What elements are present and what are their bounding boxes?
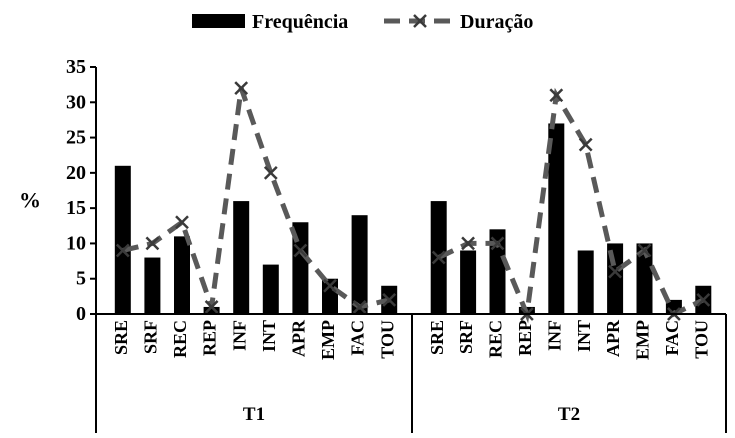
- marker-duracao-t1-apr: [293, 243, 308, 258]
- category-label-t2-inf: INF: [544, 320, 564, 351]
- legend-label-duracao: Duração: [460, 11, 533, 33]
- y-tick-label-5: 5: [76, 268, 86, 290]
- y-tick-label-0: 0: [76, 303, 86, 325]
- legend-swatch-frequencia: [192, 14, 245, 28]
- bar-frequencia-t1-inf: [233, 201, 250, 314]
- y-tick-label-25: 25: [66, 127, 86, 149]
- marker-duracao-t2-rec: [490, 236, 505, 251]
- labels-layer: SRE SRF REC REP INF INT APR EMP FAC TOU T1 SRE SRF RE…: [66, 56, 711, 425]
- marker-duracao-t1-int: [263, 165, 278, 180]
- legend: Frequência Duração: [192, 11, 533, 33]
- bar-frequencia-t1-rep: [203, 306, 220, 314]
- category-label-t1-srf: SRF: [141, 320, 161, 354]
- category-label-t2-int: INT: [574, 320, 594, 352]
- bar-frequencia-t2-inf: [548, 123, 565, 314]
- bar-frequencia-t2-srf: [460, 250, 477, 314]
- category-label-t2-srf: SRF: [456, 320, 476, 354]
- bar-frequencia-t2-int: [577, 250, 594, 314]
- y-tick-label-10: 10: [66, 232, 86, 254]
- marker-duracao-t1-emp: [323, 278, 337, 293]
- marker-duracao-t2-int: [578, 137, 593, 152]
- bar-frequencia-t1-sre: [114, 165, 131, 314]
- bar-frequencia-t1-int: [262, 264, 279, 314]
- bar-frequencia-t2-rec: [489, 229, 506, 314]
- category-label-t1-inf: INF: [229, 320, 249, 351]
- category-label-t1-tou: TOU: [377, 320, 397, 359]
- category-label-t2-tou: TOU: [691, 320, 711, 359]
- marker-duracao-t1-rec: [175, 215, 189, 230]
- line-duracao-t1: [122, 87, 390, 310]
- category-label-t2-fac: FAC: [662, 320, 682, 356]
- category-label-t2-apr: APR: [603, 319, 623, 357]
- duracao-line-layer: [115, 81, 711, 324]
- category-label-t2-sre: SRE: [427, 320, 447, 355]
- marker-duracao-t2-apr: [608, 264, 622, 279]
- category-label-t1-rep: REP: [200, 320, 220, 356]
- marker-duracao-t2-sre: [431, 250, 446, 265]
- marker-duracao-t2-srf: [461, 236, 475, 251]
- group-label-t1: T1: [243, 404, 265, 425]
- category-label-t2-rec: REC: [486, 320, 506, 358]
- marker-duracao-t1-inf: [234, 81, 249, 96]
- bar-frequencia-t1-srf: [144, 257, 161, 314]
- marker-duracao-t1-sre: [115, 243, 130, 258]
- marker-duracao-t1-tou: [382, 293, 397, 307]
- legend-label-frequencia: Frequência: [252, 11, 348, 33]
- marker-duracao-t1-rep: [204, 300, 219, 314]
- category-label-t1-apr: APR: [289, 319, 309, 357]
- legend-marker-x-icon: [413, 14, 427, 28]
- category-label-t1-sre: SRE: [111, 320, 131, 355]
- category-label-t1-int: INT: [259, 320, 279, 352]
- marker-duracao-t1-fac: [352, 300, 367, 314]
- category-label-t2-emp: EMP: [633, 320, 653, 360]
- bar-frequencia-t1-fac: [351, 215, 368, 314]
- marker-duracao-t1-srf: [145, 236, 160, 251]
- group-label-t2: T2: [558, 404, 580, 425]
- category-label-t1-rec: REC: [170, 320, 190, 358]
- category-label-t2-rep: REP: [515, 320, 535, 356]
- line-duracao-t2: [437, 87, 705, 324]
- bar-frequencia-t2-emp: [636, 243, 653, 314]
- y-tick-label-35: 35: [66, 56, 86, 78]
- marker-duracao-t2-inf: [549, 88, 564, 103]
- category-label-t1-emp: EMP: [318, 320, 338, 360]
- y-tick-label-20: 20: [66, 162, 86, 184]
- bar-frequencia-t1-rec: [174, 236, 190, 314]
- y-tick-label-30: 30: [66, 91, 86, 113]
- axes-layer: [90, 66, 727, 433]
- marker-duracao-t2-tou: [696, 293, 711, 307]
- y-tick-label-15: 15: [66, 197, 86, 219]
- marker-duracao-t2-emp: [637, 243, 652, 258]
- y-axis-label: %: [19, 188, 41, 213]
- category-label-t1-fac: FAC: [348, 320, 368, 356]
